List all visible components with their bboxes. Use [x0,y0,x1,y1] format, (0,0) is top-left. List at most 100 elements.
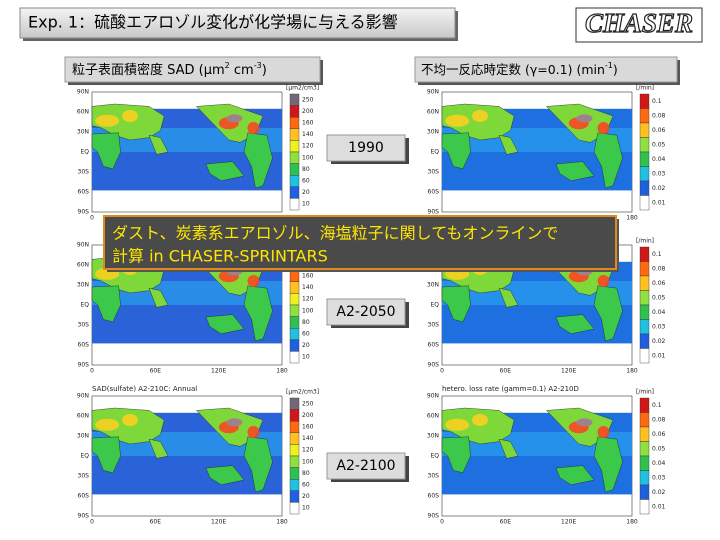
lat-label: EQ [430,453,439,460]
colorbar-tick: 250 [302,400,314,407]
land [441,407,515,445]
lon-label: 0 [440,368,444,375]
lat-label: 90N [427,393,439,400]
title-box [19,7,456,39]
lon-label: 60E [150,368,162,375]
colorbar-cell [639,470,650,486]
colorbar-tick: 0.04 [652,460,666,467]
lat-label: 60S [78,189,90,196]
lat-label: EQ [430,302,439,309]
lon-label: 180 [626,368,638,375]
year-label: A2-2050 [336,304,395,320]
hotspot [122,414,138,426]
colorbar-tick: 80 [302,470,310,477]
lat-label: EQ [430,149,439,156]
colorbar-cell [289,93,300,106]
lat-label: 30S [428,169,440,176]
land [441,285,471,323]
lon-label: 60E [500,368,512,375]
colorbar-cell [289,186,300,199]
colorbar-cell [289,351,300,364]
lat-label: 30N [77,282,89,289]
maps: 90N 60N 30N EQ 30S 60S 90S 0 60E 120E 180 90N 60N 30N… [77,85,666,526]
land [205,314,245,335]
colorbar-cell [639,137,650,153]
title: Exp. 1：硫酸エアロゾル変化が化学場に与える影響 [28,13,398,32]
lat-label: 90S [78,209,90,216]
lat-label: 90N [77,393,89,400]
colorbar-cell [639,441,650,457]
colorbar-tick: 0.08 [652,265,666,272]
hotspot [247,426,260,438]
lat-label: 30N [427,129,439,136]
colorbar-tick: 200 [302,108,314,115]
colorbar-tick: 0.02 [652,338,666,345]
land [498,287,519,308]
colorbar-cell [639,166,650,182]
overlay-layer: ダスト、炭素系エアロゾル、海塩粒子に関してもオンラインで 計算 in CHASE… [103,215,619,272]
land [498,438,519,459]
colorbar-tick: 0.1 [652,98,662,105]
land [243,132,273,189]
hotspot [597,122,610,134]
colorbar-cell [639,348,650,364]
lat-label: 60N [427,413,439,420]
land [205,161,245,182]
colorbar-tick: 100 [302,458,314,465]
colorbar-tick: 60 [302,178,310,185]
label-sup: 2 [225,61,230,70]
hotspot [445,418,470,431]
lat-label: 90S [428,209,440,216]
colorbar-cell [639,246,650,262]
colorbar-tick: 120 [302,296,314,303]
colorbar-cell [639,304,650,320]
land [91,103,165,141]
colorbar-cell [639,151,650,167]
colorbar-cell [289,116,300,129]
colorbar-cell [639,180,650,196]
hotspot [226,114,243,123]
colorbar-tick: 120 [302,447,314,454]
land [555,161,595,182]
lon-label: 180 [626,215,638,222]
hotspot [247,275,260,287]
lat-label: 90N [77,89,89,96]
hotspot [576,114,593,123]
lat-label: 60S [428,493,440,500]
lat-label: 60N [77,262,89,269]
label-text: ) [262,63,267,78]
colorbar-cell [639,484,650,500]
colorbar-tick: 0.05 [652,294,666,301]
colorbar-tick: 140 [302,284,314,291]
colorbar-tick: 0.1 [652,402,662,409]
colorbar-cell [289,128,300,141]
land [148,134,169,155]
colorbar-cell [639,290,650,306]
lon-label: 180 [276,519,288,526]
land [91,436,121,474]
hotspot [247,122,260,134]
lon-label: 0 [90,368,94,375]
lon-label: 120E [561,519,576,526]
overlay-text: ダスト、炭素系エアロゾル、海塩粒子に関してもオンラインで [112,224,558,243]
colorbar-cell [289,304,300,317]
colorbar-cell [289,140,300,153]
lat-label: 60S [78,493,90,500]
colorbar-tick: 0.08 [652,112,666,119]
colorbar-cell [639,333,650,349]
colorbar-tick: 20 [302,493,310,500]
year-label: A2-2100 [336,458,395,474]
colorbar-unit: [/min] [636,238,654,245]
lon-label: 0 [440,519,444,526]
colorbar-cell [289,397,300,410]
land [555,465,595,486]
colorbar-tick: 0.05 [652,445,666,452]
colorbar-tick: 160 [302,120,314,127]
colorbar-cell [289,281,300,294]
overlay-box [103,215,617,270]
lat-label: 90S [78,513,90,520]
colorbar-tick: 80 [302,319,310,326]
label-sup: -1 [605,61,613,70]
colorbar-tick: 160 [302,273,314,280]
